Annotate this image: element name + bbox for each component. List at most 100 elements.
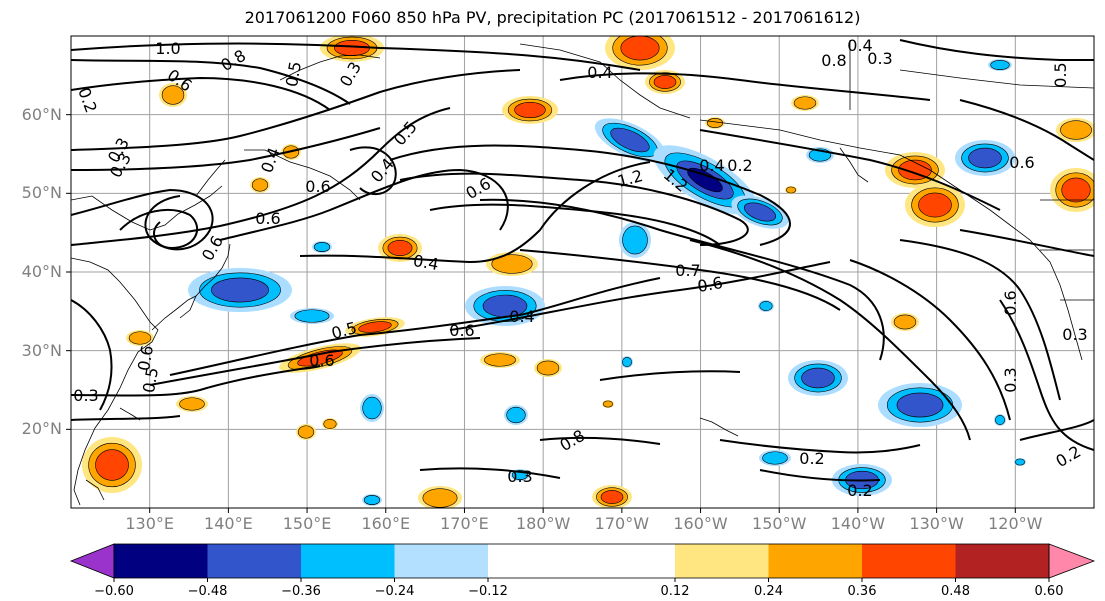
colorbar-frame (113, 543, 1050, 579)
anomaly-patch (785, 186, 797, 194)
lon-tick-label: 140°W (830, 514, 886, 533)
colorbar-band (768, 544, 862, 578)
colorbar-tick-label: −0.60 (94, 584, 134, 599)
anomaly-patch (758, 300, 774, 312)
anomaly-level (128, 331, 152, 345)
lon-tick-label: 130°W (909, 514, 964, 533)
anomaly-level (786, 186, 796, 194)
anomaly-patch (645, 70, 685, 94)
anomaly-level (620, 36, 660, 61)
chart-title: 2017061200 F060 850 hPa PV, precipitatio… (244, 8, 861, 27)
pv-contour-line (899, 239, 1061, 401)
pv-contour-line (959, 99, 1094, 161)
coastline-segment (195, 243, 231, 297)
colorbar-tick-label: 0.36 (847, 584, 877, 599)
anomaly-patch (126, 330, 154, 346)
pv-contour-line (71, 415, 181, 421)
pv-contour-line (71, 69, 521, 151)
contour-label: 0.4 (412, 251, 440, 274)
anomaly-patch (885, 152, 945, 188)
pv-contour-line (999, 299, 1094, 451)
contour-label: 0.7 (675, 261, 700, 280)
coastlines (71, 40, 1094, 506)
pv-contour-line (71, 107, 451, 246)
graticule (71, 36, 1094, 508)
anomaly-level (743, 202, 777, 222)
pv-contour-line (519, 249, 841, 311)
anomaly-patch (1014, 458, 1026, 466)
anomaly-patch (1056, 118, 1094, 142)
anomaly-level (893, 314, 917, 330)
anomaly-level (1061, 177, 1091, 203)
coastline-segment (519, 43, 691, 119)
anomaly-level (990, 60, 1010, 70)
contour-label: 0.5 (282, 60, 305, 88)
coastline-segment (1009, 224, 1083, 361)
contour-label: 0.2 (847, 481, 872, 500)
lon-tick-label: 170°E (440, 514, 489, 533)
contour-label: 0.5 (1051, 62, 1070, 87)
lon-tick-label: 120°W (988, 514, 1043, 533)
colorbar-tick-label: 0.60 (1034, 584, 1064, 599)
pv-contour-line (719, 439, 921, 454)
coastline-segment (71, 257, 159, 506)
pv-contour-line (119, 209, 199, 250)
colorbar-band (675, 544, 769, 578)
lat-tick-label: 20°N (21, 419, 62, 439)
pv-contour-line (899, 39, 1094, 61)
pv-contour-line (169, 277, 661, 376)
anomaly-level (294, 309, 330, 323)
anomaly-patch (360, 394, 384, 422)
pv-contour-line (1019, 419, 1094, 441)
anomaly-level (387, 240, 413, 257)
coastline-segment (899, 69, 1094, 89)
anomaly-patch (788, 360, 848, 396)
contour-label: 0.6 (1001, 290, 1020, 315)
anomaly-patch (290, 308, 334, 324)
colorbar-tick-label: 0.48 (941, 584, 970, 599)
lon-tick-label: 130°E (125, 514, 175, 533)
map-plot-area: 1.0 0.80.6 0.5 0.30.20.3 0.40.60.40.50.60.6 0… (71, 36, 1094, 508)
pv-contour-line (71, 76, 331, 111)
anomaly-level (896, 392, 944, 418)
anomaly-patch (504, 405, 528, 425)
pv-contour-line (759, 469, 881, 482)
colorbar-band (207, 544, 301, 578)
pv-contours (71, 39, 1094, 482)
coastline-segment (244, 149, 361, 201)
pv-contour-line (71, 127, 381, 171)
anomaly-level (1015, 458, 1025, 466)
anomaly-patch (905, 183, 965, 227)
anomaly-level (514, 102, 546, 119)
colorbar-tick-label: 0.24 (754, 584, 783, 599)
colorbar (69, 543, 1096, 582)
anomaly-level (762, 451, 788, 465)
anomaly-patch (705, 117, 725, 129)
contour-label: 0.3 (73, 386, 98, 405)
anomaly-patch (250, 177, 270, 193)
anomaly-patch (891, 313, 919, 331)
anomaly-patch (188, 268, 292, 312)
anomaly-patch (502, 96, 558, 124)
anomaly-level (491, 254, 533, 274)
anomaly-level (323, 419, 337, 429)
anomaly-level (793, 96, 817, 110)
anomaly-patch (320, 36, 384, 62)
anomaly-patch (619, 222, 651, 258)
anomaly-level (358, 321, 392, 333)
lon-tick-label: 180°W (515, 514, 571, 533)
anomaly-patch (362, 494, 382, 506)
anomaly-patch (605, 36, 675, 70)
anomaly-level (918, 192, 952, 218)
lon-tick-label: 170°W (594, 514, 650, 533)
pv-contour-line (71, 42, 641, 71)
pv-contour-line (299, 161, 651, 264)
pv-contour-line (349, 146, 397, 196)
contour-label: 0.4 (587, 63, 612, 82)
anomaly-level (297, 425, 315, 439)
lat-tick-label: 40°N (21, 262, 62, 281)
contour-label: 0.6 (134, 344, 157, 372)
lat-tick-label: 60°N (21, 104, 62, 124)
colorbar-extend-min (69, 543, 115, 579)
